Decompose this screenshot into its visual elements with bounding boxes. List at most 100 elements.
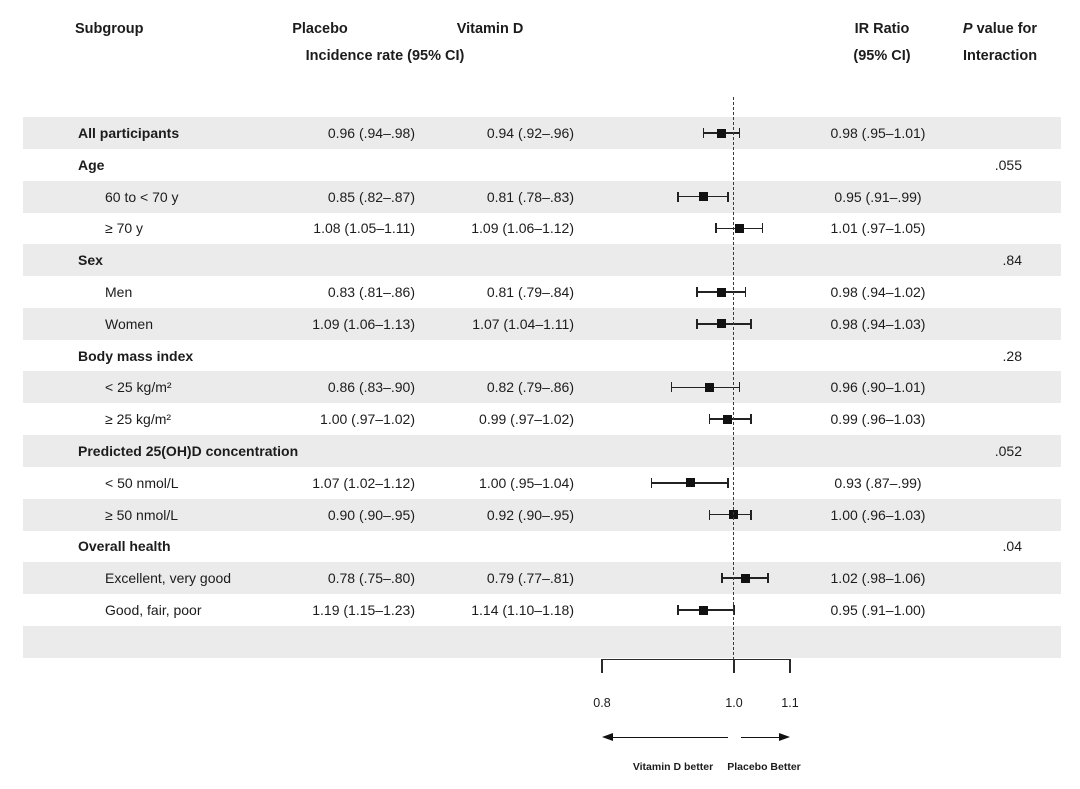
placebo-value: 0.96 (.94–.98) [327,125,415,141]
column-header-incidence-rate: Incidence rate (95% CI) [305,48,465,64]
x-axis-line [602,659,790,660]
p-value: .84 [1002,252,1022,269]
vitamin-d-value: 0.92 (.90–.95) [486,506,574,523]
subgroup-label: Predicted 25(OH)D concentration [78,443,299,459]
vitamin-d-value: 0.82 (.79–.86) [486,379,574,396]
forest-row: Age .055 [23,149,1061,181]
x-axis-tick-1.1 [789,659,791,673]
ci-cap [727,477,729,488]
forest-row: 60 to < 70 y 0.85 (.82–.87) 0.81 (.78–.83)… [23,180,1061,213]
x-axis-tick-label-1.1: 1.1 [781,696,799,710]
vitamin-d-value: 0.94 (.92–.96) [486,125,574,141]
forest-row: < 25 kg/m² 0.86 (.83–.90) 0.82 (.79–.86) 0.… [23,371,1061,404]
point-estimate-marker [740,573,750,583]
arrow-right-line [741,737,779,738]
p-value: .28 [1002,347,1022,364]
ci-cap [750,509,752,520]
arrow-left-icon [602,733,613,741]
forest-row: All participants 0.96 (.94–.98) 0.94 (.92–… [23,117,1061,149]
forest-row: ≥ 25 kg/m² 1.00 (.97–1.02) 0.99 (.97–1.02)… [23,403,1061,435]
ir-ratio-value: 0.98 (.94–1.02) [830,284,926,300]
x-axis-tick-0.8 [601,659,603,673]
subgroup-label: 60 to < 70 y [105,188,179,205]
vitamin-d-value: 0.81 (.78–.83) [486,188,574,205]
ci-cap [761,223,764,234]
subgroup-label: Good, fair, poor [105,602,202,618]
ci-cap [714,223,717,234]
ci-cap [696,287,698,297]
x-axis-tick-label-0.8: 0.8 [593,696,611,710]
vitamin-d-value: 1.07 (1.04–1.11) [472,315,574,332]
point-estimate-marker [698,605,708,615]
forest-row: Men 0.83 (.81–.86) 0.81 (.79–.84) 0.98 (.94… [23,276,1061,308]
point-estimate-marker [735,223,745,233]
placebo-value: 1.07 (1.02–1.12) [312,474,415,491]
vitamin-d-value: 0.81 (.79–.84) [486,284,574,300]
ci-cap [708,509,711,520]
ci-cap [677,191,679,202]
placebo-value: 1.09 (1.06–1.13) [312,315,415,332]
column-header-ir-ratio-line2: (95% CI) [853,48,911,64]
ir-ratio-value: 1.00 (.96–1.03) [830,506,926,523]
subgroup-label: All participants [78,125,180,141]
p-value-header-rest: value for [972,21,1038,37]
placebo-value: 0.90 (.90–.95) [327,506,415,523]
p-value: .052 [994,443,1022,459]
ci-cap [727,191,729,202]
point-estimate-marker [705,382,715,392]
column-header-p-value-line1: P value for [930,21,1070,38]
point-estimate-marker [686,478,696,488]
ir-ratio-value: 0.99 (.96–1.03) [830,411,926,428]
arrow-label-vitamin-d-better: Vitamin D better [632,761,714,773]
subgroup-label: Sex [78,252,103,269]
ci-cap [767,573,769,584]
column-header-ir-ratio-line1: IR Ratio [854,21,910,37]
vitamin-d-value: 1.09 (1.06–1.12) [471,220,574,237]
vitamin-d-value: 0.79 (.77–.81) [486,570,574,587]
column-header-subgroup: Subgroup [75,21,144,37]
p-value: .055 [994,156,1022,173]
ci-cap [696,318,698,329]
ci-cap [670,382,673,393]
point-estimate-marker [717,287,727,297]
ci-cap [677,605,679,615]
ci-cap [750,318,752,329]
point-estimate-marker [698,192,708,202]
vitamin-d-value: 1.14 (1.10–1.18) [471,602,574,618]
ir-ratio-value: 1.01 (.97–1.05) [830,220,926,237]
vitamin-d-value: 1.00 (.95–1.04) [479,474,574,491]
subgroup-label: Women [105,315,153,332]
forest-row: < 50 nmol/L 1.07 (1.02–1.12) 1.00 (.95–1.0… [23,467,1061,499]
forest-row: Body mass index .28 [23,340,1061,372]
forest-row: Overall health .04 [23,530,1061,562]
reference-line-1.0 [733,97,734,660]
placebo-value: 0.85 (.82–.87) [327,188,415,205]
ci-cap [650,477,653,488]
spacer-row [23,625,1061,658]
subgroup-label: ≥ 50 nmol/L [105,506,179,523]
ci-cap [702,128,705,138]
ir-ratio-value: 0.95 (.91–.99) [834,188,922,205]
placebo-value: 0.83 (.81–.86) [327,284,415,300]
forest-row: ≥ 70 y 1.08 (1.05–1.11) 1.09 (1.06–1.12) 1.… [23,212,1061,244]
x-axis-tick-label-1.0: 1.0 [725,696,743,710]
arrow-label-placebo-better: Placebo Better [727,761,801,773]
subgroup-label: Overall health [78,538,171,555]
ci-cap [738,128,741,138]
subgroup-label: Men [105,284,133,300]
forest-row: ≥ 50 nmol/L 0.90 (.90–.95) 0.92 (.90–.95) 1… [23,498,1061,531]
p-value: .04 [1002,538,1022,555]
subgroup-label: < 50 nmol/L [105,474,179,491]
column-header-vitamin-d: Vitamin D [456,21,524,37]
forest-row: Sex .84 [23,244,1061,277]
point-estimate-marker [717,128,727,138]
ci-cap [721,573,723,584]
placebo-value: 1.08 (1.05–1.11) [313,220,415,237]
ci-cap [750,414,752,425]
point-estimate-marker [717,319,727,329]
forest-row: Good, fair, poor 1.19 (1.15–1.23) 1.14 (1.… [23,594,1061,626]
forest-row: Women 1.09 (1.06–1.13) 1.07 (1.04–1.11) 0.9… [23,307,1061,340]
column-header-placebo: Placebo [292,21,348,37]
ir-ratio-value: 0.98 (.94–1.03) [830,315,926,332]
